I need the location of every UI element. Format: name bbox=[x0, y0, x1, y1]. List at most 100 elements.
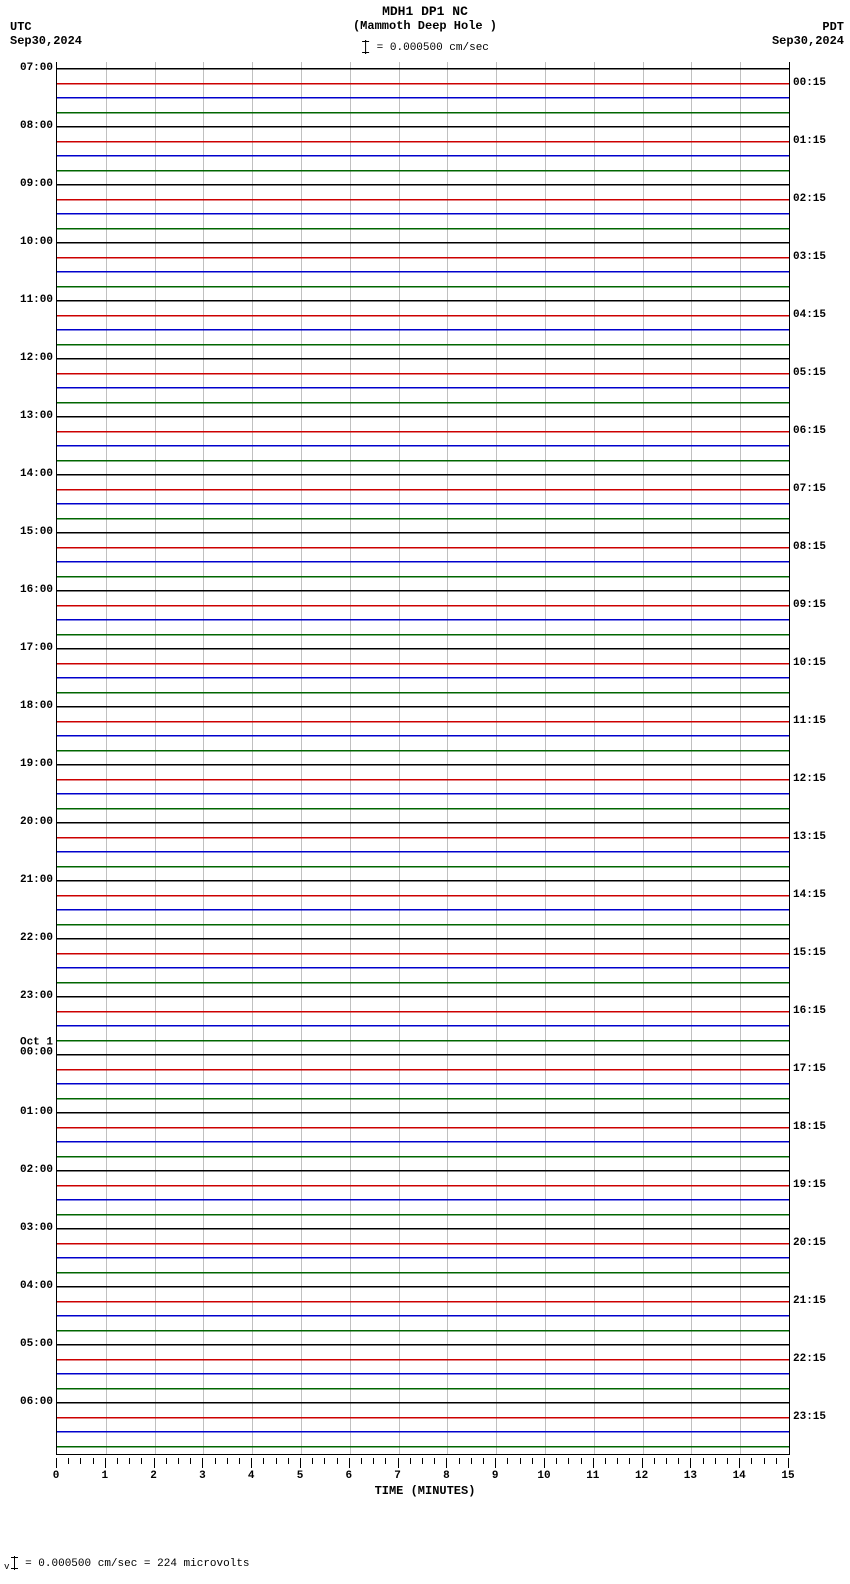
trace-row: 13:15 bbox=[57, 837, 789, 838]
trace-row: 05:15 bbox=[57, 373, 789, 374]
trace-row: 12:00 bbox=[57, 358, 789, 359]
pdt-hour-label: 16:15 bbox=[789, 1005, 826, 1017]
trace-line bbox=[57, 692, 789, 693]
trace-row bbox=[57, 445, 789, 446]
x-tick-minor bbox=[288, 1458, 289, 1464]
trace-row bbox=[57, 750, 789, 751]
scale-note: = 0.000500 cm/sec bbox=[361, 40, 489, 54]
trace-line bbox=[57, 1446, 789, 1447]
trace-line bbox=[57, 1170, 789, 1171]
pdt-hour-label: 00:15 bbox=[789, 77, 826, 89]
trace-line bbox=[57, 1286, 789, 1287]
trace-row bbox=[57, 561, 789, 562]
trace-line bbox=[57, 1185, 789, 1186]
trace-line bbox=[57, 1228, 789, 1229]
trace-row bbox=[57, 924, 789, 925]
x-tick-label: 4 bbox=[248, 1470, 255, 1482]
utc-hour-label: 16:00 bbox=[20, 584, 57, 596]
x-tick-major bbox=[251, 1458, 252, 1468]
trace-line bbox=[57, 460, 789, 461]
trace-line bbox=[57, 576, 789, 577]
trace-row: 22:15 bbox=[57, 1359, 789, 1360]
trace-line bbox=[57, 1083, 789, 1084]
trace-row bbox=[57, 982, 789, 983]
utc-hour-label: 15:00 bbox=[20, 526, 57, 538]
trace-line bbox=[57, 619, 789, 620]
trace-row: 04:15 bbox=[57, 315, 789, 316]
trace-line bbox=[57, 764, 789, 765]
trace-row bbox=[57, 1156, 789, 1157]
trace-row: 03:00 bbox=[57, 1228, 789, 1229]
utc-hour-label: 03:00 bbox=[20, 1222, 57, 1234]
trace-row: 06:15 bbox=[57, 431, 789, 432]
trace-row: 08:15 bbox=[57, 547, 789, 548]
trace-line bbox=[57, 1098, 789, 1099]
x-tick-minor bbox=[654, 1458, 655, 1464]
trace-line bbox=[57, 1112, 789, 1113]
x-tick-major bbox=[593, 1458, 594, 1468]
trace-line bbox=[57, 967, 789, 968]
pdt-hour-label: 03:15 bbox=[789, 251, 826, 263]
trace-line bbox=[57, 358, 789, 359]
pdt-hour-label: 14:15 bbox=[789, 889, 826, 901]
x-tick-minor bbox=[166, 1458, 167, 1464]
trace-row: 14:15 bbox=[57, 895, 789, 896]
utc-hour-label: 14:00 bbox=[20, 468, 57, 480]
trace-line bbox=[57, 547, 789, 548]
x-tick-minor bbox=[324, 1458, 325, 1464]
x-tick-minor bbox=[568, 1458, 569, 1464]
utc-hour-label: 04:00 bbox=[20, 1280, 57, 1292]
trace-line bbox=[57, 648, 789, 649]
trace-line bbox=[57, 416, 789, 417]
utc-hour-label: 11:00 bbox=[20, 294, 57, 306]
utc-hour-label: 07:00 bbox=[20, 62, 57, 74]
x-tick-label: 8 bbox=[443, 1470, 450, 1482]
x-tick-minor bbox=[80, 1458, 81, 1464]
trace-row: 23:15 bbox=[57, 1417, 789, 1418]
trace-line bbox=[57, 895, 789, 896]
x-tick-label: 0 bbox=[53, 1470, 60, 1482]
trace-row bbox=[57, 793, 789, 794]
pdt-hour-label: 15:15 bbox=[789, 947, 826, 959]
x-tick-label: 1 bbox=[101, 1470, 108, 1482]
x-tick-minor bbox=[385, 1458, 386, 1464]
trace-line bbox=[57, 1272, 789, 1273]
x-tick-major bbox=[642, 1458, 643, 1468]
pdt-hour-label: 17:15 bbox=[789, 1063, 826, 1075]
trace-line bbox=[57, 866, 789, 867]
x-tick-label: 7 bbox=[394, 1470, 401, 1482]
x-tick-minor bbox=[751, 1458, 752, 1464]
trace-line bbox=[57, 1214, 789, 1215]
pdt-hour-label: 22:15 bbox=[789, 1353, 826, 1365]
trace-line bbox=[57, 474, 789, 475]
trace-line bbox=[57, 779, 789, 780]
pdt-hour-label: 09:15 bbox=[789, 599, 826, 611]
site-name: (Mammoth Deep Hole ) bbox=[0, 19, 850, 33]
pdt-hour-label: 18:15 bbox=[789, 1121, 826, 1133]
trace-line bbox=[57, 750, 789, 751]
station-code: MDH1 DP1 NC bbox=[0, 4, 850, 19]
trace-row: 18:15 bbox=[57, 1127, 789, 1128]
trace-row bbox=[57, 866, 789, 867]
trace-row bbox=[57, 402, 789, 403]
trace-line bbox=[57, 851, 789, 852]
utc-hour-label: 17:00 bbox=[20, 642, 57, 654]
trace-line bbox=[57, 170, 789, 171]
x-tick-minor bbox=[727, 1458, 728, 1464]
utc-hour-label: 19:00 bbox=[20, 758, 57, 770]
x-tick-minor bbox=[337, 1458, 338, 1464]
trace-line bbox=[57, 1054, 789, 1055]
x-tick-label: 10 bbox=[537, 1470, 550, 1482]
trace-row: 19:00 bbox=[57, 764, 789, 765]
trace-line bbox=[57, 126, 789, 127]
x-tick-minor bbox=[507, 1458, 508, 1464]
trace-line bbox=[57, 735, 789, 736]
pdt-hour-label: 13:15 bbox=[789, 831, 826, 843]
trace-row bbox=[57, 1025, 789, 1026]
utc-hour-label: 09:00 bbox=[20, 178, 57, 190]
trace-line bbox=[57, 880, 789, 881]
trace-line bbox=[57, 184, 789, 185]
utc-hour-label: 13:00 bbox=[20, 410, 57, 422]
trace-row: 02:15 bbox=[57, 199, 789, 200]
trace-line bbox=[57, 721, 789, 722]
